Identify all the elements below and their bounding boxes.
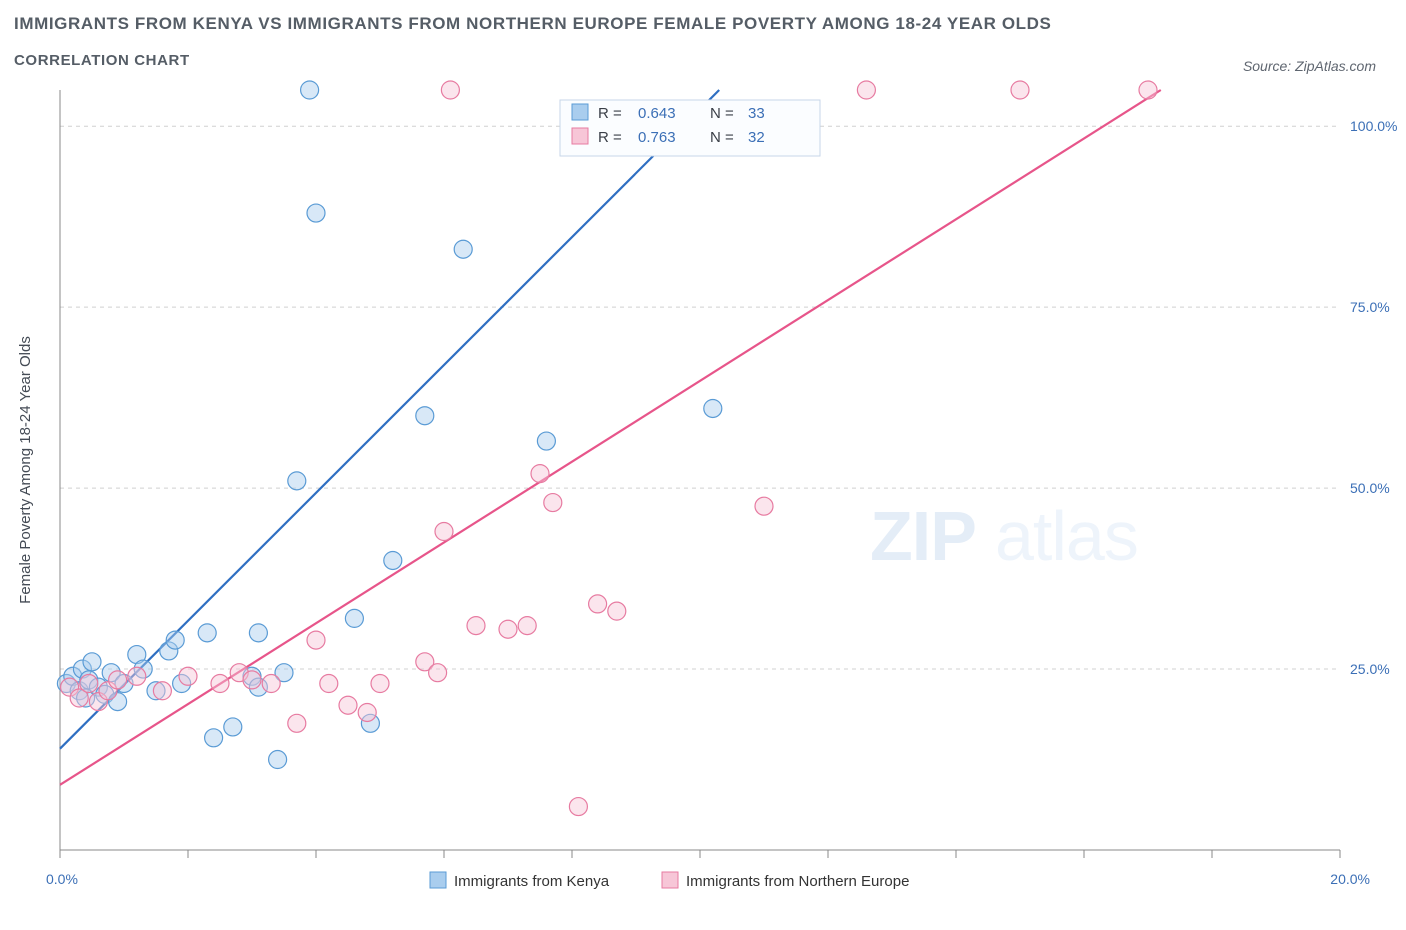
data-point-neurope — [569, 798, 587, 816]
data-point-neurope — [1011, 81, 1029, 99]
page-title: IMMIGRANTS FROM KENYA VS IMMIGRANTS FROM… — [14, 14, 1051, 34]
y-axis-label: Female Poverty Among 18-24 Year Olds — [17, 336, 34, 604]
data-point-kenya — [249, 624, 267, 642]
data-point-kenya — [307, 204, 325, 222]
legend-r-label: R = — [598, 129, 622, 146]
data-point-neurope — [288, 714, 306, 732]
data-point-neurope — [755, 497, 773, 515]
data-point-neurope — [857, 81, 875, 99]
page-subtitle: CORRELATION CHART — [14, 52, 1051, 69]
source-name: ZipAtlas.com — [1295, 58, 1376, 74]
data-point-neurope — [262, 675, 280, 693]
data-point-kenya — [704, 399, 722, 417]
data-point-neurope — [179, 667, 197, 685]
data-point-kenya — [224, 718, 242, 736]
data-point-kenya — [269, 751, 287, 769]
data-point-neurope — [211, 675, 229, 693]
y-tick-label: 100.0% — [1350, 118, 1397, 134]
watermark-light: atlas — [995, 497, 1138, 575]
data-point-neurope — [429, 664, 447, 682]
watermark-bold: ZIP — [870, 497, 976, 575]
data-point-neurope — [371, 675, 389, 693]
data-point-kenya — [454, 240, 472, 258]
data-point-kenya — [83, 653, 101, 671]
data-point-kenya — [301, 81, 319, 99]
data-point-neurope — [358, 703, 376, 721]
y-tick-label: 50.0% — [1350, 480, 1390, 496]
legend-swatch-kenya — [572, 104, 588, 120]
x-tick-label-left: 0.0% — [46, 871, 78, 887]
data-point-neurope — [589, 595, 607, 613]
data-point-neurope — [128, 667, 146, 685]
data-point-kenya — [205, 729, 223, 747]
data-point-kenya — [416, 407, 434, 425]
data-point-kenya — [345, 609, 363, 627]
source-attribution: Source: ZipAtlas.com — [1243, 58, 1376, 74]
data-point-neurope — [80, 675, 98, 693]
data-point-neurope — [441, 81, 459, 99]
data-point-kenya — [384, 551, 402, 569]
data-point-neurope — [499, 620, 517, 638]
correlation-chart: ZIPatlas 25.0% 50.0% 75.0% 100.0% 0.0% 20.0% Fe… — [0, 80, 1406, 930]
data-point-neurope — [320, 675, 338, 693]
bottom-legend-kenya: Immigrants from Kenya — [454, 873, 610, 890]
data-point-neurope — [339, 696, 357, 714]
chart-svg: ZIPatlas 25.0% 50.0% 75.0% 100.0% 0.0% 20.0% Fe… — [0, 80, 1406, 930]
data-point-kenya — [198, 624, 216, 642]
legend-n-label: N = — [710, 129, 734, 146]
data-point-neurope — [243, 671, 261, 689]
data-point-neurope — [467, 617, 485, 635]
legend-n-label: N = — [710, 105, 734, 122]
data-point-neurope — [109, 671, 127, 689]
data-point-neurope — [1139, 81, 1157, 99]
bottom-swatch-kenya — [430, 872, 446, 888]
trend-line-kenya — [60, 90, 719, 749]
bottom-swatch-neurope — [662, 872, 678, 888]
data-point-neurope — [435, 523, 453, 541]
data-point-neurope — [518, 617, 536, 635]
data-point-kenya — [166, 631, 184, 649]
y-tick-label: 25.0% — [1350, 661, 1390, 677]
legend-r-value-kenya: 0.643 — [638, 105, 676, 122]
legend-swatch-neurope — [572, 128, 588, 144]
y-tick-label: 75.0% — [1350, 299, 1390, 315]
legend-n-value-neurope: 32 — [748, 129, 765, 146]
data-point-neurope — [544, 494, 562, 512]
data-point-kenya — [288, 472, 306, 490]
data-point-neurope — [531, 465, 549, 483]
bottom-legend-neurope: Immigrants from Northern Europe — [686, 873, 909, 890]
data-point-neurope — [307, 631, 325, 649]
legend-r-value-neurope: 0.763 — [638, 129, 676, 146]
data-point-neurope — [608, 602, 626, 620]
data-point-kenya — [537, 432, 555, 450]
x-tick-label-right: 20.0% — [1330, 871, 1370, 887]
source-prefix: Source: — [1243, 58, 1295, 74]
data-point-neurope — [153, 682, 171, 700]
legend-n-value-kenya: 33 — [748, 105, 765, 122]
legend-r-label: R = — [598, 105, 622, 122]
